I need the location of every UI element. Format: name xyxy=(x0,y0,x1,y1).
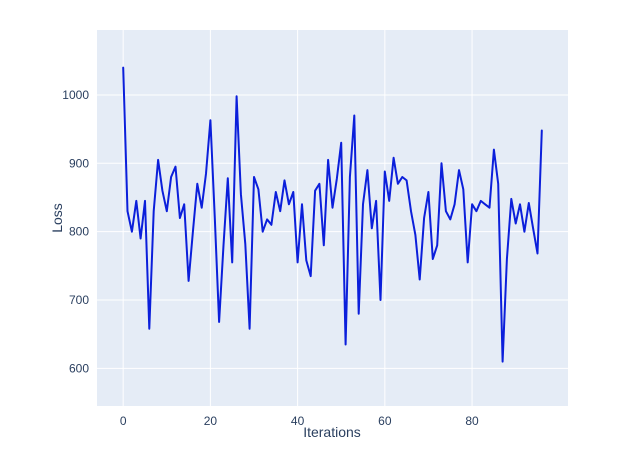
x-tick-label: 40 xyxy=(291,414,305,428)
loss-line-series xyxy=(122,66,543,363)
x-tick-label: 20 xyxy=(204,414,218,428)
y-tick-label: 900 xyxy=(69,156,89,170)
x-tick-label: 0 xyxy=(120,414,127,428)
y-tick-label: 1000 xyxy=(62,88,89,102)
x-tick-label: 80 xyxy=(465,414,479,428)
y-axis-label: Loss xyxy=(49,203,65,233)
y-tick-label: 600 xyxy=(69,361,89,375)
y-tick-label: 800 xyxy=(69,225,89,239)
plot-area xyxy=(97,30,568,406)
y-tick-label: 700 xyxy=(69,293,89,307)
x-tick-label: 60 xyxy=(378,414,392,428)
x-axis-label: Iterations xyxy=(303,424,361,440)
